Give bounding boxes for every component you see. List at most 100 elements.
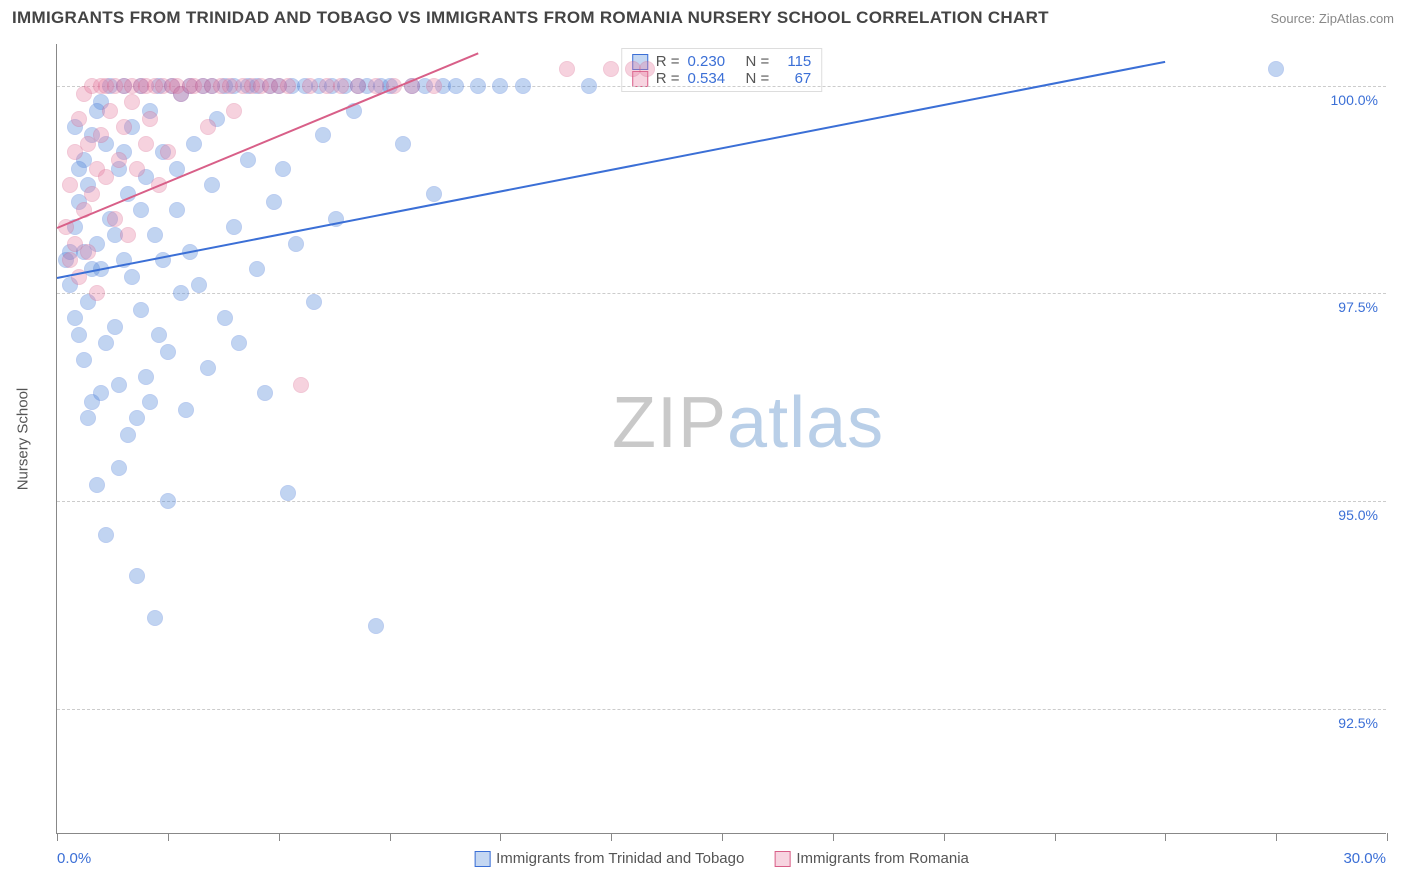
data-point xyxy=(280,78,296,94)
data-point xyxy=(217,310,233,326)
gridline xyxy=(57,293,1386,294)
data-point xyxy=(275,161,291,177)
data-point xyxy=(71,111,87,127)
data-point xyxy=(71,327,87,343)
data-point xyxy=(200,119,216,135)
r-value: 0.534 xyxy=(688,70,738,87)
data-point xyxy=(102,103,118,119)
data-point xyxy=(120,427,136,443)
data-point xyxy=(111,460,127,476)
data-point xyxy=(603,61,619,77)
data-point xyxy=(315,127,331,143)
data-point xyxy=(1268,61,1284,77)
r-value: 0.230 xyxy=(688,53,738,70)
data-point xyxy=(142,394,158,410)
x-tick xyxy=(1387,833,1388,841)
data-point xyxy=(84,186,100,202)
data-point xyxy=(249,261,265,277)
data-point xyxy=(257,385,273,401)
data-point xyxy=(368,618,384,634)
data-point xyxy=(350,78,366,94)
data-point xyxy=(173,285,189,301)
data-point xyxy=(240,152,256,168)
data-point xyxy=(76,352,92,368)
legend-label: Immigrants from Romania xyxy=(796,850,969,867)
gridline xyxy=(57,709,1386,710)
legend-swatch xyxy=(774,851,790,867)
series-legend: Immigrants from Trinidad and Tobago Immig… xyxy=(474,850,969,867)
data-point xyxy=(191,277,207,293)
n-label: N = xyxy=(746,70,770,87)
data-point xyxy=(116,119,132,135)
data-point xyxy=(98,527,114,543)
legend-item: Immigrants from Trinidad and Tobago xyxy=(474,850,744,867)
data-point xyxy=(169,202,185,218)
data-point xyxy=(133,302,149,318)
data-point xyxy=(288,236,304,252)
data-point xyxy=(124,94,140,110)
data-point xyxy=(226,103,242,119)
data-point xyxy=(62,252,78,268)
x-max-label: 30.0% xyxy=(1343,850,1386,867)
data-point xyxy=(129,568,145,584)
x-tick xyxy=(1165,833,1166,841)
data-point xyxy=(67,310,83,326)
legend-item: Immigrants from Romania xyxy=(774,850,969,867)
data-point xyxy=(515,78,531,94)
data-point xyxy=(89,285,105,301)
y-tick-label: 95.0% xyxy=(1336,507,1380,523)
data-point xyxy=(129,161,145,177)
data-point xyxy=(120,227,136,243)
data-point xyxy=(138,369,154,385)
data-point xyxy=(160,493,176,509)
data-point xyxy=(581,78,597,94)
x-tick xyxy=(1055,833,1056,841)
data-point xyxy=(333,78,349,94)
source-label: Source: ZipAtlas.com xyxy=(1270,11,1394,26)
data-point xyxy=(186,136,202,152)
chart-title: IMMIGRANTS FROM TRINIDAD AND TOBAGO VS I… xyxy=(12,8,1049,28)
x-tick xyxy=(722,833,723,841)
data-point xyxy=(98,335,114,351)
data-point xyxy=(231,335,247,351)
data-point xyxy=(93,385,109,401)
y-tick-label: 92.5% xyxy=(1336,715,1380,731)
n-value: 115 xyxy=(777,53,811,70)
data-point xyxy=(492,78,508,94)
y-axis-label: Nursery School xyxy=(15,387,32,490)
x-tick xyxy=(1276,833,1277,841)
data-point xyxy=(160,144,176,160)
x-tick xyxy=(944,833,945,841)
data-point xyxy=(133,202,149,218)
watermark-part1: ZIP xyxy=(612,383,727,463)
data-point xyxy=(107,211,123,227)
legend-label: Immigrants from Trinidad and Tobago xyxy=(496,850,744,867)
data-point xyxy=(129,410,145,426)
x-tick xyxy=(168,833,169,841)
x-min-label: 0.0% xyxy=(57,850,91,867)
x-tick xyxy=(611,833,612,841)
legend-row: R =0.230N =115 xyxy=(632,53,812,70)
data-point xyxy=(306,294,322,310)
data-point xyxy=(124,269,140,285)
data-point xyxy=(80,410,96,426)
watermark: ZIPatlas xyxy=(612,382,884,464)
data-point xyxy=(226,219,242,235)
data-point xyxy=(160,344,176,360)
data-point xyxy=(426,186,442,202)
data-point xyxy=(302,78,318,94)
data-point xyxy=(89,477,105,493)
x-tick xyxy=(57,833,58,841)
data-point xyxy=(204,177,220,193)
data-point xyxy=(93,127,109,143)
data-point xyxy=(151,327,167,343)
x-tick xyxy=(390,833,391,841)
data-point xyxy=(111,377,127,393)
data-point xyxy=(98,169,114,185)
data-point xyxy=(448,78,464,94)
legend-swatch xyxy=(474,851,490,867)
y-tick-label: 100.0% xyxy=(1329,92,1380,108)
x-tick xyxy=(279,833,280,841)
data-point xyxy=(80,244,96,260)
n-label: N = xyxy=(746,53,770,70)
